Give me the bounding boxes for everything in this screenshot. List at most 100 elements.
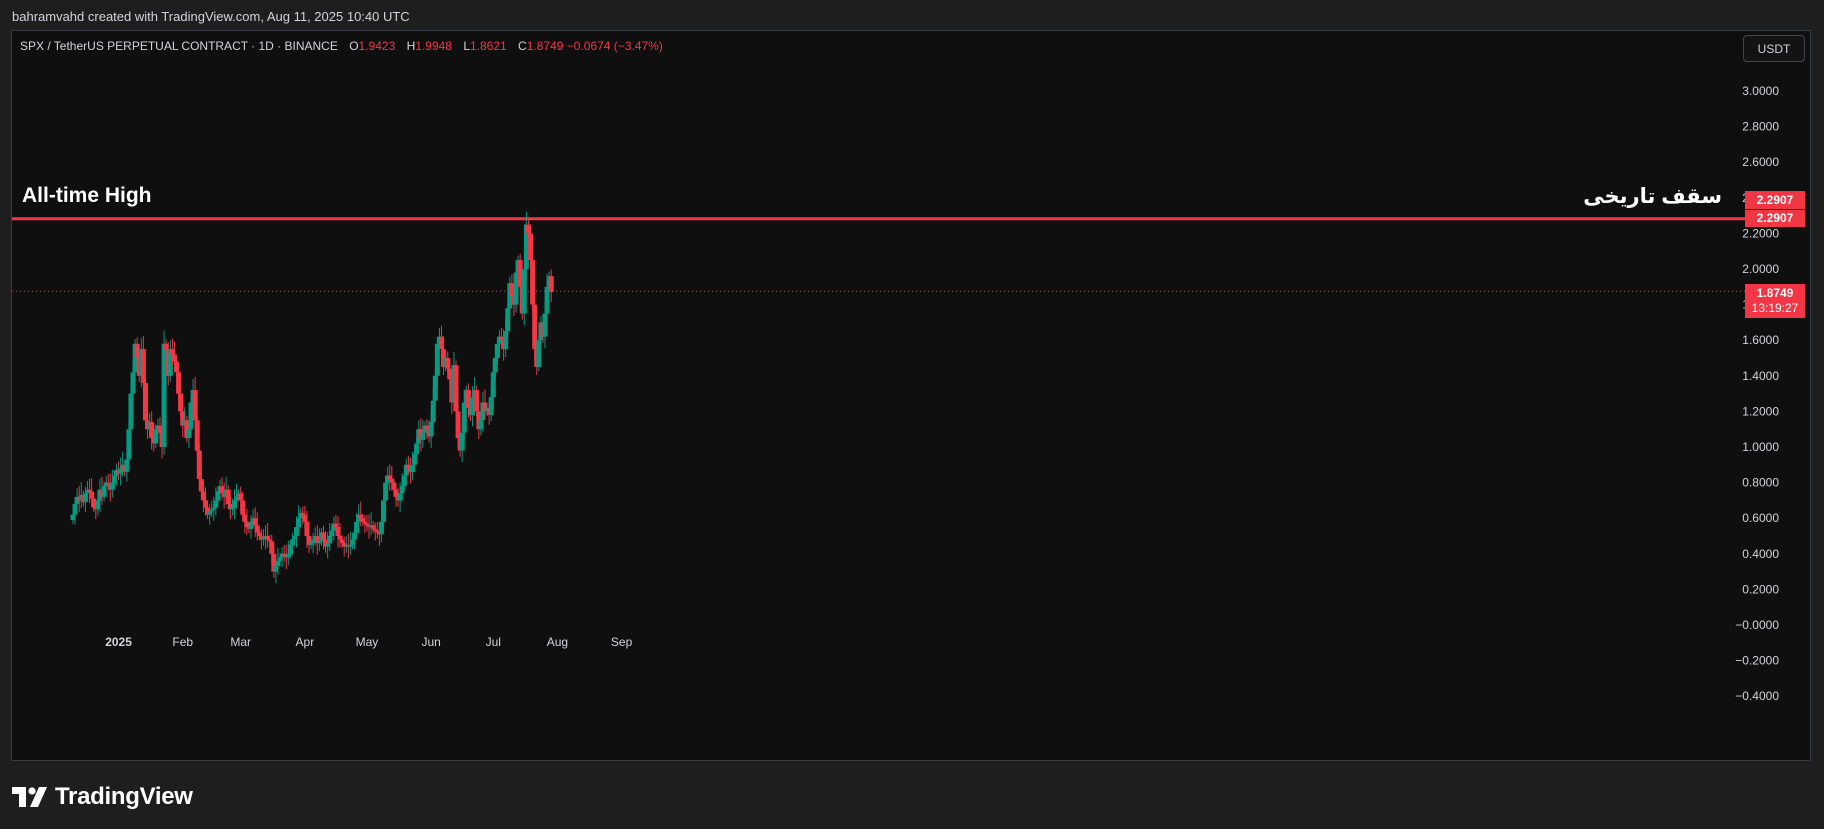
candle-body [211,507,217,510]
candle-body [517,260,523,287]
candle-up [523,211,529,278]
candle-body [316,541,322,544]
candle-down [140,336,146,391]
candle-body [548,276,554,293]
candle-body [432,375,438,401]
candle-body [410,464,416,472]
candle-body [176,372,182,394]
candle-body [381,500,387,522]
candle-down [387,464,393,491]
candle-body [383,482,389,501]
candle-down [194,415,200,456]
candle-body [294,527,300,536]
candle-body [178,393,184,412]
candle-body [240,500,246,515]
candle-down [370,520,376,534]
y-tick-label: 0.6000 [1742,511,1779,525]
chart-panel[interactable]: 3.00002.80002.60002.40002.20002.00001.80… [11,30,1811,761]
candle-body [374,530,380,533]
candle-up [207,504,213,525]
candle-body [254,525,260,533]
y-tick-label: 2.8000 [1742,120,1779,134]
chart-credit: bahramvahd created with TradingView.com,… [12,9,410,24]
candle-up [331,516,337,541]
candlestick-chart[interactable]: 3.00002.80002.60002.40002.20002.00001.80… [12,31,1810,760]
candle-body [188,402,194,430]
candle-body [118,468,124,474]
tradingview-logo[interactable]: TradingView [12,783,193,811]
candle-body [430,400,436,423]
candle-body [378,521,384,535]
candle-body [225,489,231,504]
candle-body [391,482,397,490]
candle-body [242,514,248,522]
candle-body [273,566,279,572]
candle-body [101,486,107,497]
candle-body [544,286,550,314]
candle-body [296,518,302,528]
candle-down [548,269,554,302]
candle-body [488,397,494,415]
candle-body [215,491,221,501]
currency-button[interactable]: USDT [1743,35,1805,62]
candle-down [192,377,198,429]
candle-body [89,491,95,499]
candle-body [91,498,97,508]
candle-up [296,505,302,536]
high-label: H [406,39,416,53]
candle-body [465,390,471,408]
candle-down [360,513,366,527]
candle-body [219,486,225,494]
candle-body [126,429,132,460]
y-tick-label: 2.0000 [1742,262,1779,276]
candle-body [180,411,186,426]
candle-body [358,514,364,519]
candle-body [387,475,393,480]
candle-up [434,337,440,386]
candle-up [275,547,281,575]
candle-body [130,372,136,394]
high-value: 1.9948 [415,39,452,53]
y-tick-label: 1.6000 [1742,333,1779,347]
candle-body [364,523,370,526]
y-tick-label: 2.2000 [1742,226,1779,240]
candle-body [455,411,461,439]
candle-body [505,308,511,332]
candle-body [370,525,376,529]
candle-up [118,457,124,486]
candle-body [494,343,500,358]
y-tick-label: 2.6000 [1742,155,1779,169]
x-tick-label: May [356,635,379,649]
candle-body [372,528,378,531]
candle-body [128,393,134,430]
candle-body [530,260,536,305]
y-tick-label: 1.0000 [1742,440,1779,454]
open-label: O [349,39,359,53]
change-value: −0.0674 (−3.47%) [566,39,663,53]
close-value: 1.8749 [526,39,564,53]
candle-up [521,258,527,326]
candle-up [536,335,542,372]
candle-body [171,354,177,362]
candle-down [87,478,93,504]
candle-body [202,500,208,508]
candle-body [244,521,250,528]
candle-down [358,501,364,527]
candle-body [134,343,140,358]
bar-countdown: 13:19:27 [1751,301,1799,315]
candle-body [300,512,306,515]
candle-body [329,530,335,536]
candle-body [87,489,93,492]
candle-body [169,349,175,355]
y-tick-label: 1.2000 [1742,404,1779,418]
candle-body [234,496,240,501]
candle-body [399,486,405,494]
candle-body [298,512,304,519]
candle-body [389,479,395,483]
ath-label-persian: سقف تاریخی [1583,185,1722,208]
x-tick-label: Mar [230,635,251,649]
candle-down [374,521,380,539]
candle-body [349,539,355,545]
candle-down [474,385,480,416]
candle-body [542,313,548,337]
